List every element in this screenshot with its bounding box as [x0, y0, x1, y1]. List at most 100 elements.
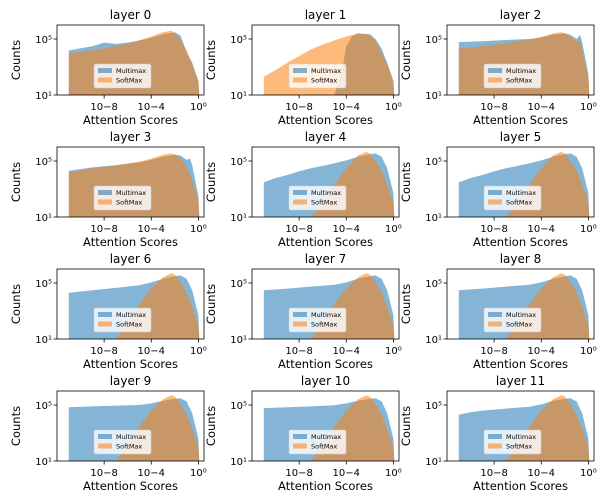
legend-swatch-multimax [293, 312, 307, 317]
legend-swatch-multimax [98, 434, 112, 439]
x-tick-label: 10⁰ [190, 468, 207, 479]
subplot-4: layer 4 10−8 10−4 10⁰ 10¹ 10⁵ Attention Scores… [204, 130, 402, 249]
subplot-title: layer 11 [496, 374, 545, 388]
x-tick-label: 10−4 [138, 468, 165, 479]
subplot-7: layer 7 10−8 10−4 10⁰ 10¹ 10⁵ Attention Scores… [204, 252, 402, 371]
x-axis-label: Attention Scores [473, 357, 568, 371]
y-tick-label: 10⁵ [425, 35, 442, 46]
x-tick-label: 10−4 [528, 346, 555, 357]
legend: Multimax SoftMax [93, 185, 152, 211]
subplot-title: layer 10 [301, 374, 350, 388]
y-tick-label: 10⁵ [35, 279, 52, 290]
x-tick-label: 10−4 [333, 468, 360, 479]
x-tick-label: 10−4 [528, 102, 555, 113]
legend: Multimax SoftMax [93, 429, 152, 455]
axes-frame [56, 390, 205, 462]
legend: Multimax SoftMax [483, 307, 542, 333]
legend-label-multimax: Multimax [116, 67, 146, 75]
legend: Multimax SoftMax [288, 307, 347, 333]
axes-frame [446, 390, 595, 462]
legend-label-multimax: Multimax [116, 311, 146, 319]
legend-swatch-softmax [98, 443, 112, 449]
axes-frame [56, 24, 205, 96]
subplot-title: layer 0 [110, 8, 152, 22]
axes-frame [251, 146, 400, 218]
x-tick-label: 10−8 [285, 102, 312, 113]
y-tick-label: 10¹ [425, 335, 442, 346]
x-axis-label: Attention Scores [83, 113, 178, 127]
legend-swatch-softmax [98, 321, 112, 327]
legend-label-softmax: SoftMax [506, 199, 532, 207]
legend-swatch-multimax [488, 68, 502, 73]
legend: Multimax SoftMax [288, 185, 347, 211]
legend-label-multimax: Multimax [506, 433, 536, 441]
y-tick-label: 10⁵ [230, 35, 247, 46]
x-tick-label: 10−8 [480, 224, 507, 235]
legend-swatch-multimax [293, 68, 307, 73]
legend: Multimax SoftMax [483, 63, 542, 89]
x-tick-label: 10−4 [333, 346, 360, 357]
x-axis-label: Attention Scores [473, 235, 568, 249]
y-axis-label: Counts [204, 406, 218, 446]
legend-label-multimax: Multimax [311, 311, 341, 319]
x-tick-label: 10−8 [480, 346, 507, 357]
x-axis-label: Attention Scores [278, 113, 373, 127]
subplot-title: layer 1 [305, 8, 347, 22]
y-axis-label: Counts [204, 40, 218, 80]
x-axis-label: Attention Scores [278, 357, 373, 371]
legend-swatch-multimax [488, 312, 502, 317]
subplot-title: layer 4 [305, 130, 347, 144]
y-axis-label: Counts [399, 40, 413, 80]
subplot-5: layer 5 10−8 10−4 10⁰ 10¹ 10⁵ Attention Scores… [399, 130, 597, 249]
y-tick-label: 10⁵ [425, 279, 442, 290]
x-axis-label: Attention Scores [473, 113, 568, 127]
legend-label-softmax: SoftMax [311, 443, 337, 451]
legend-swatch-multimax [488, 190, 502, 195]
legend: Multimax SoftMax [483, 185, 542, 211]
legend-label-multimax: Multimax [506, 189, 536, 197]
y-tick-label: 10¹ [35, 91, 52, 102]
legend-swatch-softmax [98, 199, 112, 205]
legend-swatch-multimax [98, 190, 112, 195]
legend-label-softmax: SoftMax [506, 443, 532, 451]
y-axis-label: Counts [9, 40, 23, 80]
subplot-title: layer 5 [500, 130, 542, 144]
y-tick-label: 10⁵ [425, 157, 442, 168]
legend-swatch-softmax [488, 199, 502, 205]
x-tick-label: 10⁰ [190, 346, 207, 357]
x-axis-label: Attention Scores [83, 479, 178, 493]
legend-label-softmax: SoftMax [116, 443, 142, 451]
axes-frame [446, 24, 595, 96]
y-tick-label: 10¹ [425, 91, 442, 102]
legend-swatch-multimax [98, 312, 112, 317]
x-axis-label: Attention Scores [278, 479, 373, 493]
y-tick-label: 10¹ [425, 457, 442, 468]
axes-frame [446, 146, 595, 218]
y-tick-label: 10¹ [35, 457, 52, 468]
x-tick-label: 10⁰ [580, 224, 597, 235]
subplot-6: layer 6 10−8 10−4 10⁰ 10¹ 10⁵ Attention Scores… [9, 252, 207, 371]
y-tick-label: 10¹ [35, 213, 52, 224]
legend-label-multimax: Multimax [116, 433, 146, 441]
x-tick-label: 10−4 [138, 346, 165, 357]
axes-frame [56, 268, 205, 340]
x-tick-label: 10⁰ [190, 224, 207, 235]
x-tick-label: 10−8 [90, 224, 117, 235]
legend-label-softmax: SoftMax [311, 321, 337, 329]
y-tick-label: 10⁵ [230, 401, 247, 412]
legend-label-multimax: Multimax [506, 67, 536, 75]
legend-swatch-multimax [98, 68, 112, 73]
y-tick-label: 10¹ [35, 335, 52, 346]
x-tick-label: 10⁰ [385, 468, 402, 479]
x-tick-label: 10−4 [528, 468, 555, 479]
legend-label-multimax: Multimax [116, 189, 146, 197]
y-tick-label: 10¹ [425, 213, 442, 224]
x-tick-label: 10−4 [333, 102, 360, 113]
subplot-title: layer 8 [500, 252, 542, 266]
legend-label-softmax: SoftMax [311, 77, 337, 85]
axes-frame [251, 268, 400, 340]
y-axis-label: Counts [9, 406, 23, 446]
x-axis-label: Attention Scores [473, 479, 568, 493]
y-tick-label: 10¹ [230, 213, 247, 224]
